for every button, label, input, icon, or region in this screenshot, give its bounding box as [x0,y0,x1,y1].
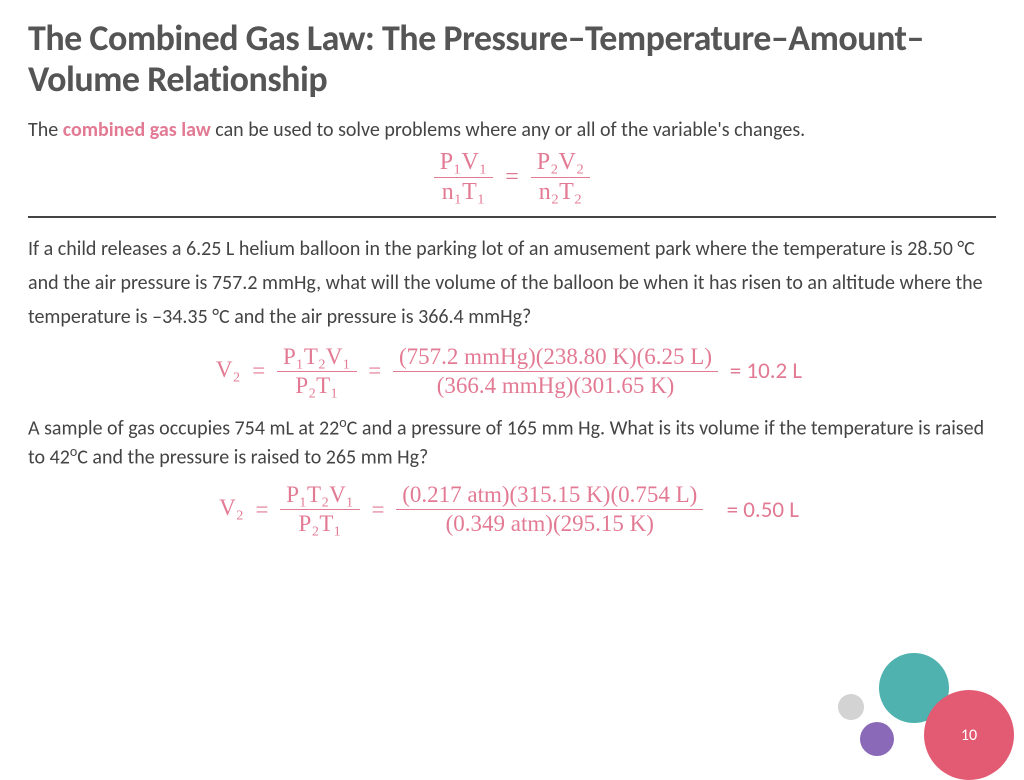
eq-left-denominator: n₁T₁ [434,178,493,206]
sol1-sym-den: P₂T₁ [277,372,357,399]
sol2-sym-den: P₂T₁ [280,510,360,537]
page-title: The Combined Gas Law: The Pressure–Tempe… [28,18,996,101]
sol1-sym-num: P₁T₂V₁ [277,344,357,372]
sol1-result: = 10.2 L [724,357,808,385]
sol1-lhs: V₂ [216,357,241,382]
section-divider [28,216,996,218]
intro-text: The combined gas law can be used to solv… [28,115,996,145]
circle-grey-icon [838,694,864,720]
combined-gas-law-equation: P₁V₁ n₁T₁ = P₂V₂ n₂T₂ [28,149,996,206]
sol2-result: = 0.50 L [721,496,805,524]
decorative-circles: 10 [804,628,1024,768]
sol1-val-den: (366.4 mmHg)(301.65 K) [393,372,718,399]
eq-left-numerator: P₁V₁ [434,149,493,178]
sol2-val-num: (0.217 atm)(315.15 K)(0.754 L) [396,482,703,510]
intro-pre: The [28,118,63,142]
eq-right-denominator: n₂T₂ [531,178,590,206]
sol2-lhs: V₂ [219,495,244,520]
solution-1-equation: V₂ = P₁T₂V₁ P₂T₁ = (757.2 mmHg)(238.80 K… [28,344,996,399]
eq-right-numerator: P₂V₂ [531,149,590,178]
problem-2-text: A sample of gas occupies 754 mL at 22oC … [28,413,996,472]
sol1-val-num: (757.2 mmHg)(238.80 K)(6.25 L) [393,344,718,372]
sol2-val-den: (0.349 atm)(295.15 K) [396,510,703,537]
page-number: 10 [961,726,977,745]
page-number-badge: 10 [924,690,1014,780]
circle-purple-icon [860,722,894,756]
intro-keyword: combined gas law [63,118,211,142]
problem-1-text: If a child releases a 6.25 L helium ball… [28,232,996,334]
solution-2-equation: V₂ = P₁T₂V₁ P₂T₁ = (0.217 atm)(315.15 K)… [28,482,996,537]
sol2-sym-num: P₁T₂V₁ [280,482,360,510]
equals-sign: = [499,164,525,190]
intro-post: can be used to solve problems where any … [211,118,805,142]
